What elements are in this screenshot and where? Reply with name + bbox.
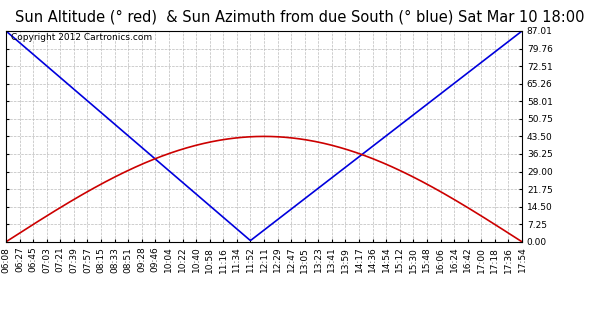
Text: Copyright 2012 Cartronics.com: Copyright 2012 Cartronics.com	[11, 33, 152, 42]
Text: Sun Altitude (° red)  & Sun Azimuth from due South (° blue) Sat Mar 10 18:00: Sun Altitude (° red) & Sun Azimuth from …	[15, 9, 585, 24]
